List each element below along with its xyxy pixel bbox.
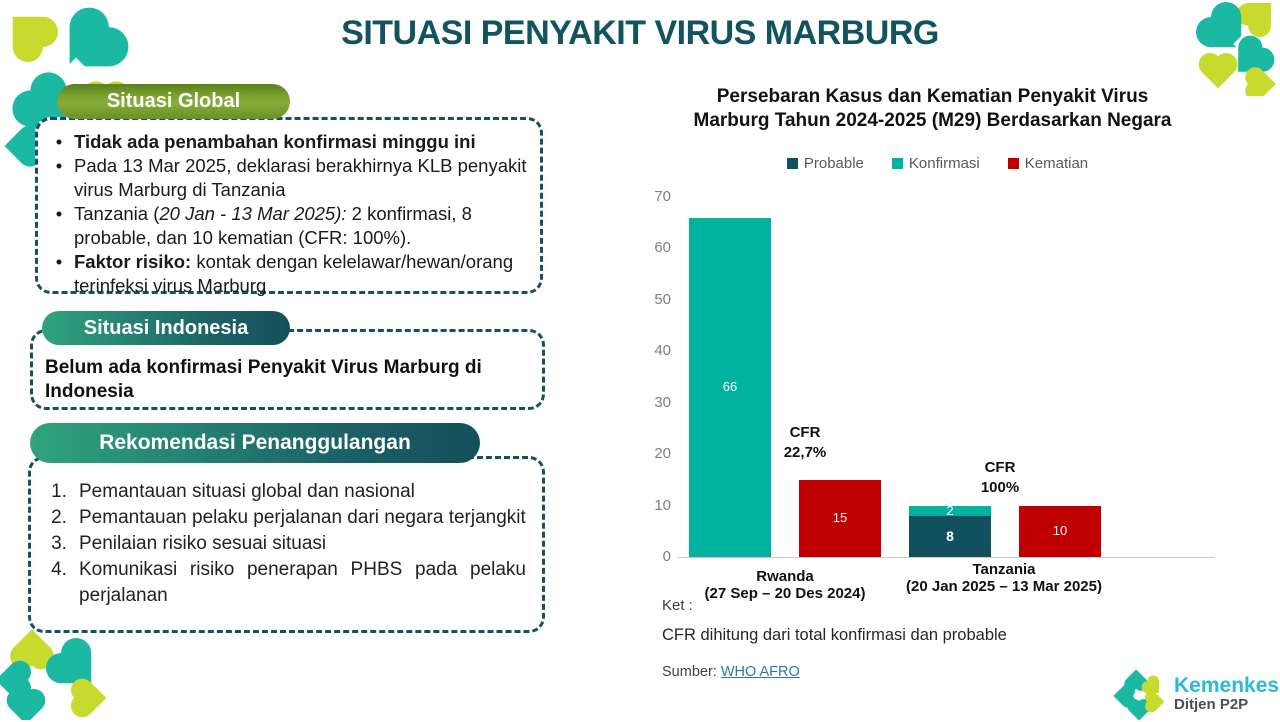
y-axis-tick-label: 0 — [662, 548, 671, 565]
chart-plot-area: 0 10 20 30 40 50 60 70 66 15 Rwanda (27 Sep – 20 De… — [635, 85, 1240, 685]
bar-segment-kematian — [799, 479, 881, 557]
y-axis-tick-label: 10 — [654, 496, 671, 514]
note-label: Ket : — [662, 597, 693, 614]
global-bullet-3: • Tanzania (20 Jan - 13 Mar 2025): 2 kon… — [44, 202, 528, 250]
section-header-rekomendasi: Rekomendasi Penanggulangan — [30, 423, 480, 463]
y-axis-tick-label: 60 — [654, 239, 671, 257]
y-axis-tick-label: 70 — [654, 188, 671, 205]
bar-segment-probable — [909, 515, 991, 557]
global-bullet-1: • Tidak ada penambahan konfirmasi minggu… — [44, 130, 528, 154]
bar-segment-kematian — [1019, 505, 1101, 557]
legend-item-probable: Probable — [786, 155, 864, 172]
bullet-dot-icon: • — [55, 131, 63, 152]
brand-name: Kemenkes — [1174, 674, 1280, 698]
bar-value-label: 2 — [946, 502, 954, 518]
x-axis-group-label: Rwanda (27 Sep – 20 Des 2024) — [704, 568, 866, 602]
section-header-situasi-global: Situasi Global — [57, 84, 290, 119]
y-axis-tick-label: 50 — [654, 290, 671, 308]
corner-ornament-bottom-left-icon — [0, 629, 110, 720]
legend-item-kematian: Kematian — [1007, 155, 1088, 172]
source-row: Sumber: WHO AFRO — [662, 664, 800, 680]
source-link[interactable]: WHO AFRO — [720, 664, 800, 680]
global-bullet-4: • Faktor risiko: kontak dengan kelelawar… — [44, 250, 528, 298]
legend-swatch-icon — [1007, 158, 1019, 169]
bullet-dot-icon: • — [55, 155, 63, 176]
indonesia-status-text: Belum ada konfirmasi Penyakit Virus Marb… — [45, 357, 482, 402]
x-axis-line — [678, 557, 1215, 558]
rekomendasi-box: 1. Pemantauan situasi global dan nasiona… — [28, 456, 545, 633]
bar-value-label: 66 — [722, 379, 738, 395]
recommendation-item: 2. Pemantauan pelaku perjalanan dari neg… — [51, 507, 526, 528]
y-axis-tick-label: 30 — [654, 393, 671, 411]
bar-segment-konfirmasi — [689, 217, 771, 557]
page-title: SITUASI PENYAKIT VIRUS MARBURG — [341, 14, 939, 52]
section-header-situasi-indonesia: Situasi Indonesia — [42, 311, 290, 345]
note-text: CFR dihitung dari total konfirmasi dan p… — [662, 626, 1007, 644]
recommendation-item: 3. Penilaian risiko sesuai situasi — [51, 533, 327, 554]
legend-swatch-icon — [891, 158, 903, 169]
kemenkes-clover-icon — [1113, 669, 1166, 721]
kemenkes-logo: Kemenkes Ditjen P2P — [1112, 666, 1279, 722]
recommendation-item: 4. Komunikasi risiko penerapan PHBS pada… — [51, 559, 526, 606]
situasi-global-box: • Tidak ada penambahan konfirmasi minggu… — [35, 117, 543, 296]
bullet-dot-icon: • — [55, 203, 63, 224]
chart-title: Persebaran Kasus dan Kematian Penyakit V… — [693, 86, 1172, 131]
legend-swatch-icon — [786, 158, 798, 169]
cfr-annotation: CFR 100% — [980, 459, 1020, 496]
source-label: Sumber: — [662, 664, 717, 680]
y-axis-tick-label: 20 — [654, 445, 671, 463]
bar-segment-konfirmasi — [909, 505, 991, 516]
brand-unit: Ditjen P2P — [1174, 696, 1249, 714]
chart-legend: Probable Konfirmasi Kematian — [635, 155, 1240, 172]
corner-ornament-top-right-icon — [1189, 0, 1280, 96]
bar-value-label: 10 — [1052, 523, 1068, 539]
x-axis-group-label: Tanzania (20 Jan 2025 – 13 Mar 2025) — [906, 561, 1102, 595]
y-axis-tick-label: 40 — [654, 342, 671, 360]
legend-item-konfirmasi: Konfirmasi — [891, 155, 980, 172]
bullet-dot-icon: • — [55, 251, 63, 272]
cfr-annotation: CFR 22,7% — [783, 424, 827, 461]
bar-value-label: 8 — [946, 528, 954, 545]
global-bullet-2: • Pada 13 Mar 2025, deklarasi berakhirny… — [44, 154, 528, 202]
recommendation-item: 1. Pemantauan situasi global dan nasiona… — [51, 481, 415, 502]
bar-value-label: 15 — [832, 510, 848, 526]
bar-chart: Persebaran Kasus dan Kematian Penyakit V… — [635, 85, 1240, 685]
